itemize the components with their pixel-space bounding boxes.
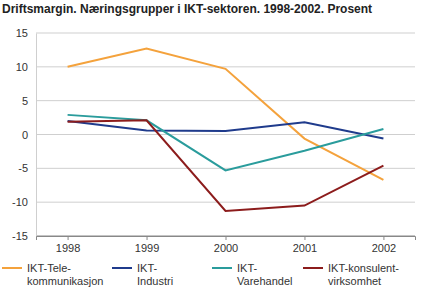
x-tick-mark <box>147 236 148 240</box>
legend-label-line: IKT-Tele- <box>27 262 71 274</box>
y-tick-label: 15 <box>16 27 28 39</box>
y-tick: 15 <box>16 27 36 39</box>
legend-swatch <box>212 267 232 269</box>
legend-label-line: IKT-konsulent- <box>328 262 399 274</box>
y-tick: 10 <box>16 61 36 73</box>
x-tick: 1998 <box>56 236 80 254</box>
y-tick-label: 0 <box>22 129 28 141</box>
legend-label: IKT-Varehandel <box>237 262 292 287</box>
legend-label: IKT-konsulent-virksomhet <box>328 262 399 287</box>
legend-item: IKT-konsulent-virksomhet <box>303 262 399 287</box>
legend: IKT-Tele-kommunikasjonIKT-IndustriIKT-Va… <box>2 262 399 287</box>
series-line <box>68 121 384 139</box>
legend-swatch <box>2 267 22 269</box>
y-tick: -15 <box>12 230 36 242</box>
x-tick: 1999 <box>135 236 159 254</box>
x-axis: 1998 1999 2000 2001 2002 <box>37 236 416 254</box>
lines <box>68 49 384 211</box>
y-tick: 0 <box>22 129 36 141</box>
x-tick-label: 2001 <box>293 242 317 254</box>
y-tick-label: 5 <box>22 95 28 107</box>
y-tick-label: -10 <box>12 196 28 208</box>
legend-label-line: kommunikasjon <box>27 275 103 287</box>
x-tick: 2001 <box>293 236 317 254</box>
series-line <box>68 49 384 180</box>
series-line <box>68 115 384 170</box>
x-tick-mark <box>226 236 227 240</box>
grid-line <box>36 100 415 101</box>
x-tick: 2000 <box>214 236 238 254</box>
series-line <box>68 120 384 211</box>
y-axis: -15 -10 -5 0 5 10 15 <box>12 27 36 242</box>
x-axis-line <box>37 237 416 241</box>
grid-line <box>36 66 415 67</box>
legend-swatch <box>112 267 132 269</box>
grid <box>36 33 415 236</box>
x-tick-label: 1998 <box>56 242 80 254</box>
y-tick-label: -15 <box>12 230 28 242</box>
x-tick-mark <box>304 236 305 240</box>
legend-label-line: virksomhet <box>328 275 381 287</box>
legend-label-line: Industri <box>137 275 173 287</box>
legend-label-line: Varehandel <box>237 275 292 287</box>
legend-label: IKT-Industri <box>137 262 173 287</box>
title: Driftsmargin. Næringsgrupper i IKT-sekto… <box>2 2 372 16</box>
grid-line <box>36 202 415 203</box>
x-tick-label: 1999 <box>135 242 159 254</box>
y-tick: -10 <box>12 196 36 208</box>
legend-label-line: IKT- <box>137 262 158 274</box>
legend-label-line: IKT- <box>237 262 258 274</box>
x-tick-label: 2000 <box>214 242 238 254</box>
legend-swatch <box>303 267 323 269</box>
x-tick-mark <box>68 236 69 240</box>
grid-line <box>36 33 415 34</box>
y-tick: -5 <box>18 162 36 174</box>
legend-item: IKT-Industri <box>112 262 173 287</box>
y-tick-label: 10 <box>16 61 28 73</box>
y-tick: 5 <box>22 95 36 107</box>
y-axis-line <box>36 34 37 237</box>
legend-label: IKT-Tele-kommunikasjon <box>27 262 103 287</box>
x-tick-label: 2002 <box>372 242 396 254</box>
x-tick: 2002 <box>372 236 396 254</box>
x-tick-mark <box>383 236 384 240</box>
legend-item: IKT-Tele-kommunikasjon <box>2 262 103 287</box>
legend-item: IKT-Varehandel <box>212 262 292 287</box>
chart: Driftsmargin. Næringsgrupper i IKT-sekto… <box>0 0 421 305</box>
grid-line <box>36 168 415 169</box>
y-tick-label: -5 <box>18 162 28 174</box>
